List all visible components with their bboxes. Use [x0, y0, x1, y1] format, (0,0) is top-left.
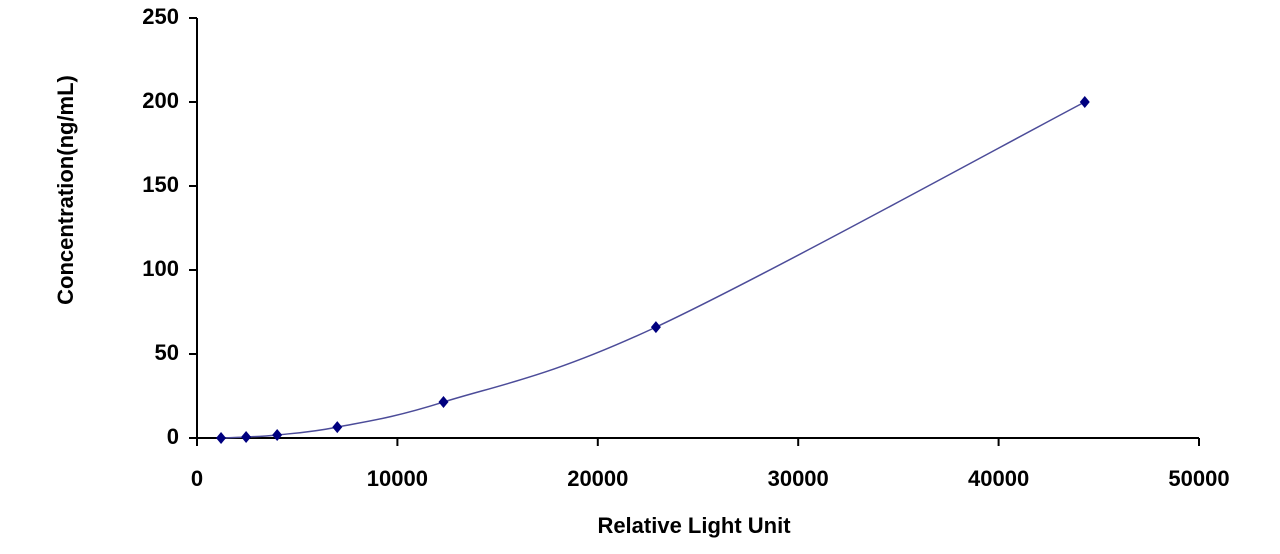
x-tick-label: 40000: [968, 466, 1029, 491]
point: [272, 428, 283, 441]
point: [241, 430, 252, 443]
y-tick-label: 200: [142, 88, 179, 113]
y-tick-label: 0: [167, 424, 179, 449]
y-tick-label: 100: [142, 256, 179, 281]
x-tick-label: 20000: [567, 466, 628, 491]
point: [216, 432, 227, 444]
y-axis-label: Concentration(ng/mL): [53, 75, 78, 305]
y-tick-label: 150: [142, 172, 179, 197]
y-tick-label: 250: [142, 4, 179, 29]
point: [1079, 96, 1090, 108]
x-tick-label: 30000: [768, 466, 829, 491]
x-tick-label: 10000: [367, 466, 428, 491]
point: [438, 396, 449, 409]
point: [650, 321, 661, 334]
curve: [221, 101, 1086, 439]
y-tick-label: 50: [155, 340, 179, 365]
x-tick-label: 0: [191, 466, 203, 491]
x-tick-label: 50000: [1168, 466, 1229, 491]
x-axis-label: Relative Light Unit: [597, 513, 791, 538]
point: [332, 421, 343, 434]
